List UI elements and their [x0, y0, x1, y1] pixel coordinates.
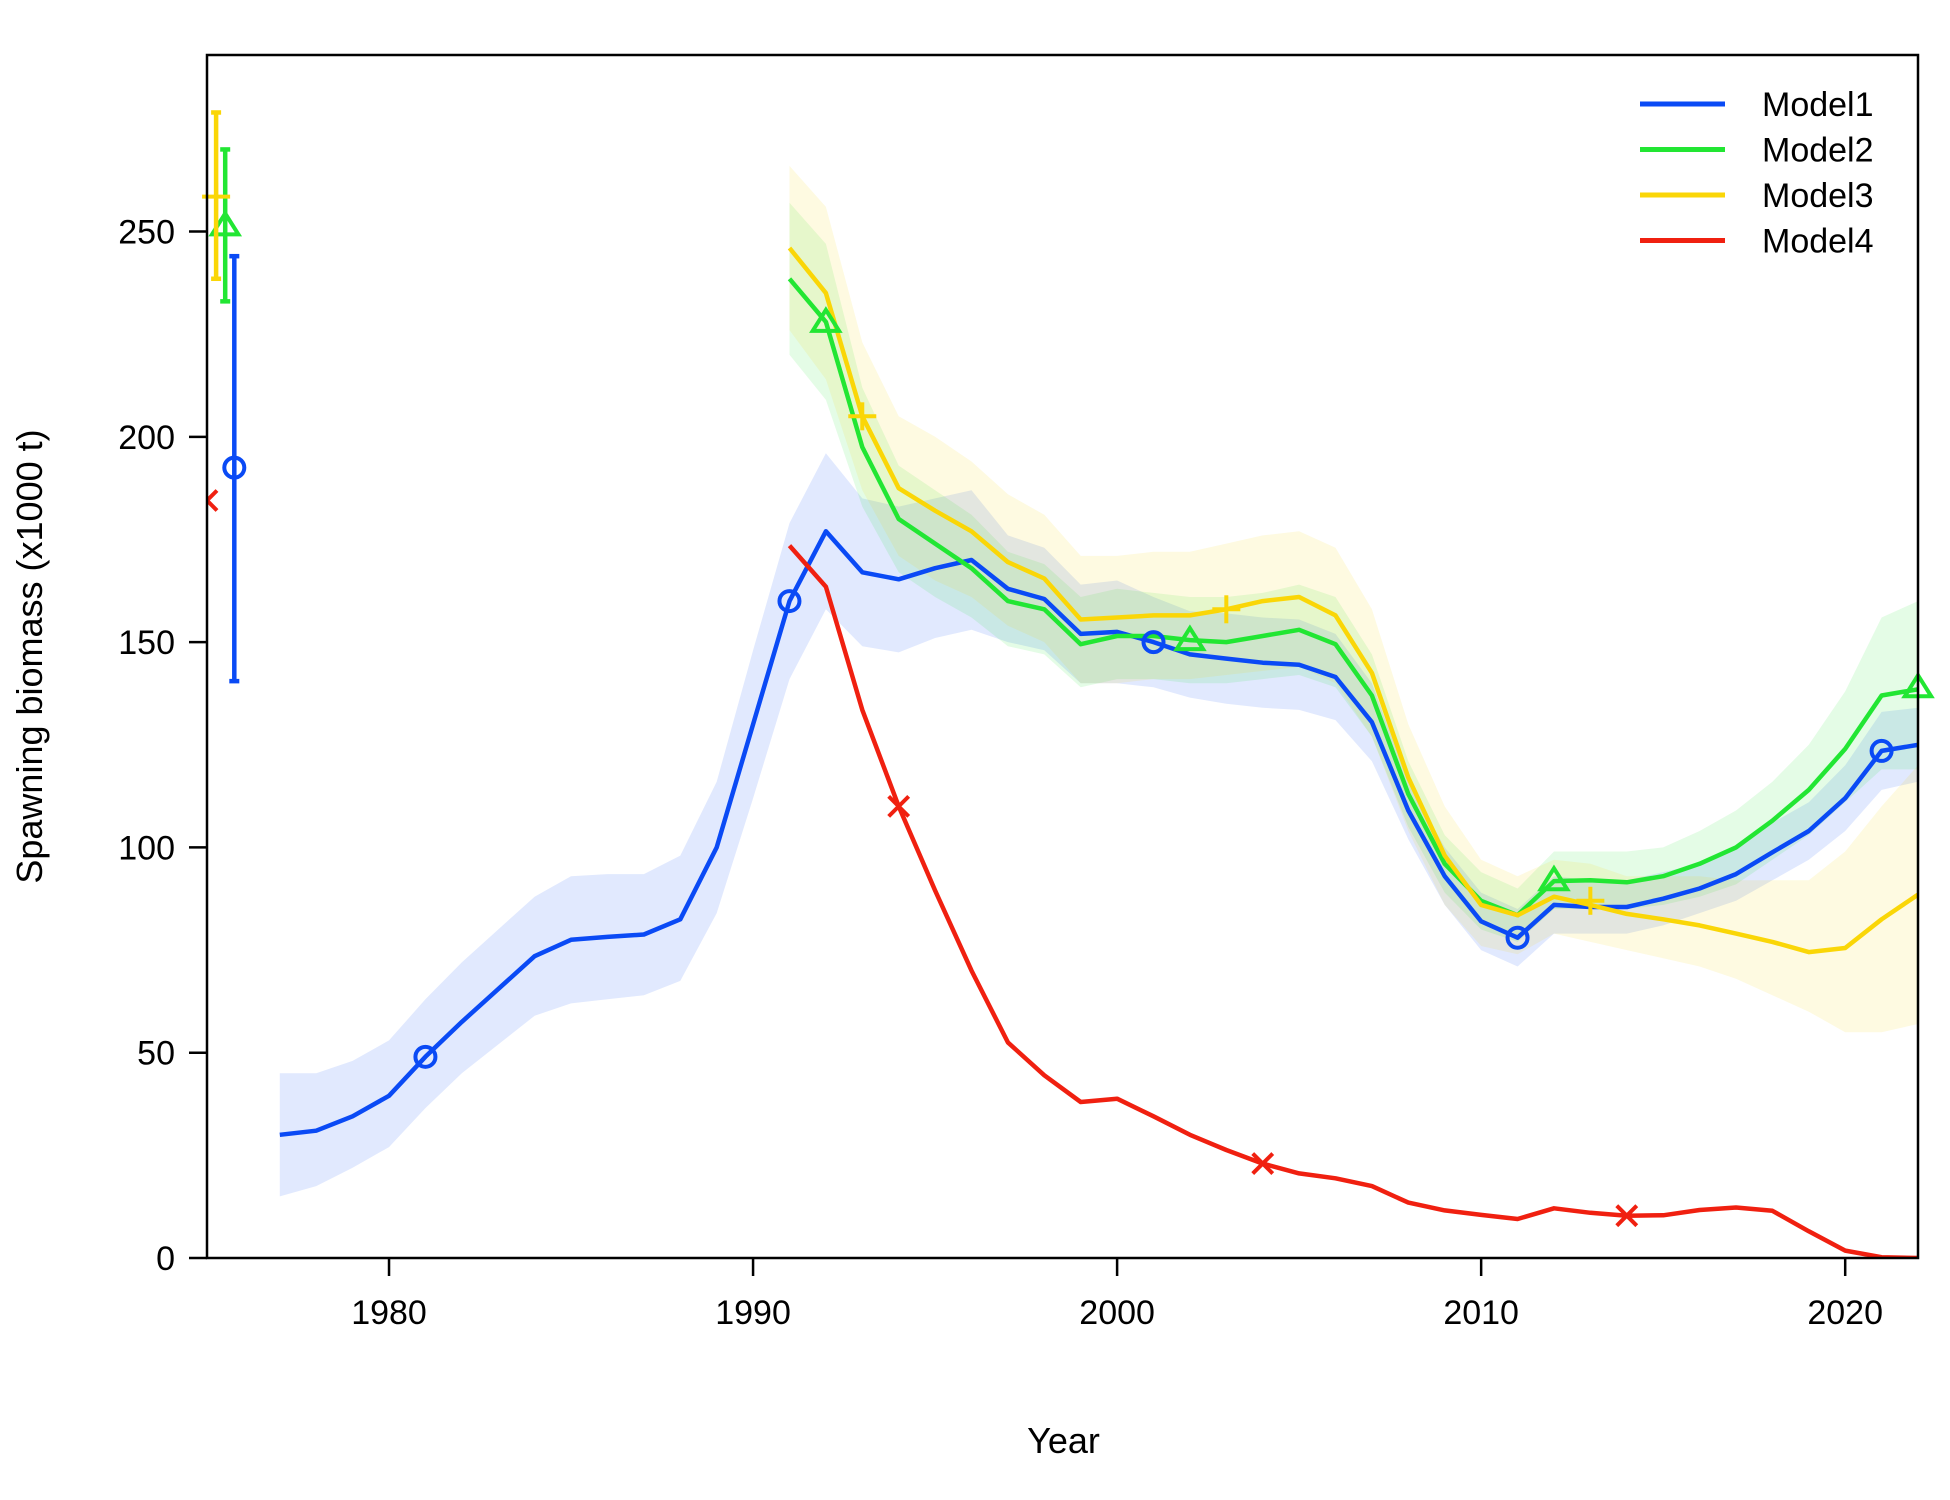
- model1-confidence-band: [279, 453, 1918, 1197]
- y-tick-label: 150: [118, 624, 175, 662]
- y-tick-label: 250: [118, 214, 175, 252]
- model1-point: [1869, 738, 1894, 763]
- x-tick-label: 2010: [1443, 1294, 1519, 1332]
- x-tick-label: 2020: [1807, 1294, 1883, 1332]
- model1-line: [279, 529, 1918, 1138]
- model2-initial-point: [208, 209, 243, 237]
- model3-point: [1212, 595, 1241, 624]
- model2-initial-error-bar: [220, 147, 231, 304]
- y-tick-label: 100: [118, 829, 175, 867]
- model1-initial-point: [222, 455, 247, 480]
- model2-point: [1173, 624, 1207, 652]
- model2-line: [787, 277, 1918, 918]
- series-lines: [279, 246, 1918, 1258]
- x-tick-label: 1980: [351, 1294, 427, 1332]
- model4-point: [887, 794, 911, 818]
- model4-line: [787, 544, 1918, 1258]
- confidence-bands: [279, 165, 1918, 1197]
- y-tick-label: 200: [118, 419, 175, 457]
- legend-label-model4: Model4: [1762, 223, 1874, 261]
- x-axis: 1980 1990 2000 2010 2020: [351, 1258, 1883, 1332]
- model3-confidence-band: [789, 165, 1918, 1033]
- model4-point: [1615, 1204, 1639, 1228]
- model4-point: [1251, 1152, 1275, 1175]
- legend: Model1 Model2 Model3 Model4: [1640, 86, 1874, 261]
- initial-estimates: [202, 110, 247, 684]
- y-axis-title: Spawning biomass (x1000 t): [9, 429, 50, 883]
- legend-label-model3: Model3: [1762, 177, 1874, 215]
- model3-point: [1576, 886, 1605, 915]
- series-markers: [413, 306, 1935, 1228]
- x-axis-title: Year: [1027, 1420, 1100, 1461]
- model1-point: [1505, 925, 1530, 950]
- model1-initial-error-bar: [229, 253, 240, 684]
- model3-point: [848, 402, 877, 431]
- model1-point: [1141, 630, 1166, 655]
- x-tick-label: 1990: [715, 1294, 791, 1332]
- y-tick-label: 0: [156, 1240, 175, 1278]
- legend-label-model2: Model2: [1762, 132, 1874, 170]
- model1-point: [413, 1044, 438, 1069]
- plot-frame: [205, 53, 1920, 1260]
- model4-initial-point: [207, 489, 219, 512]
- x-tick-label: 2000: [1079, 1294, 1155, 1332]
- model2-point: [1537, 864, 1571, 892]
- model2-confidence-band: [789, 202, 1918, 942]
- y-axis: 0 50 100 150 200 250: [118, 214, 207, 1278]
- model3-line: [787, 246, 1918, 955]
- model2-point: [809, 306, 843, 333]
- y-tick-label: 50: [137, 1035, 175, 1073]
- model1-point: [777, 589, 802, 614]
- legend-label-model1: Model1: [1762, 86, 1874, 124]
